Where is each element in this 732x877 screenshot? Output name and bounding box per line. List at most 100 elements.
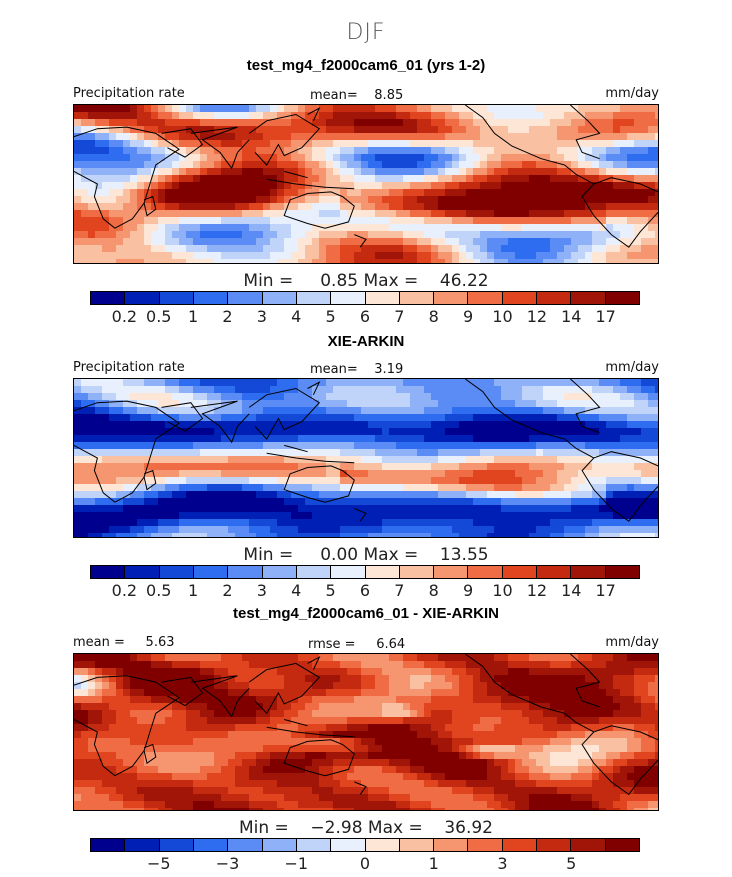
- field-cell: [109, 477, 117, 485]
- field-cell: [641, 442, 649, 450]
- field-cell: [557, 512, 565, 520]
- field-cell: [480, 533, 488, 537]
- field-cell: [368, 189, 376, 197]
- field-cell: [564, 442, 572, 450]
- field-cell: [452, 112, 460, 120]
- field-cell: [326, 161, 334, 169]
- field-cell: [515, 217, 523, 225]
- field-cell: [137, 456, 145, 464]
- field-cell: [130, 484, 138, 492]
- field-cell: [536, 661, 544, 669]
- field-cell: [88, 449, 96, 457]
- field-cell: [249, 168, 257, 176]
- field-cell: [487, 259, 495, 263]
- field-cell: [522, 140, 530, 148]
- field-cell: [361, 498, 369, 506]
- field-cell: [361, 696, 369, 704]
- field-cell: [305, 217, 313, 225]
- field-cell: [242, 724, 250, 732]
- field-cell: [179, 710, 187, 718]
- field-cell: [452, 245, 460, 253]
- field-cell: [312, 498, 320, 506]
- field-cell: [270, 731, 278, 739]
- field-cell: [543, 407, 551, 415]
- field-cell: [102, 717, 110, 725]
- field-cell: [144, 203, 152, 211]
- field-cell: [522, 259, 530, 263]
- field-cell: [263, 189, 271, 197]
- field-cell: [74, 175, 82, 183]
- field-cell: [340, 477, 348, 485]
- field-cell: [186, 224, 194, 232]
- field-cell: [116, 491, 124, 499]
- field-cell: [172, 393, 180, 401]
- field-cell: [207, 710, 215, 718]
- field-cell: [424, 717, 432, 725]
- field-cell: [144, 393, 152, 401]
- field-cell: [312, 519, 320, 527]
- field-cell: [312, 668, 320, 676]
- field-cell: [319, 435, 327, 443]
- field-cell: [424, 133, 432, 141]
- field-cell: [95, 435, 103, 443]
- field-cell: [200, 182, 208, 190]
- colorbar-tick-label: 4: [291, 307, 302, 326]
- field-cell: [459, 421, 467, 429]
- field-cell: [221, 533, 229, 537]
- field-cell: [298, 414, 306, 422]
- field-cell: [165, 703, 173, 711]
- field-cell: [200, 252, 208, 260]
- field-cell: [410, 210, 418, 218]
- field-cell: [179, 703, 187, 711]
- field-cell: [81, 196, 89, 204]
- field-cell: [151, 182, 159, 190]
- field-cell: [550, 689, 558, 697]
- field-cell: [95, 533, 103, 537]
- field-cell: [172, 724, 180, 732]
- field-cell: [501, 245, 509, 253]
- field-cell: [319, 400, 327, 408]
- field-cell: [326, 498, 334, 506]
- field-cell: [424, 210, 432, 218]
- field-cell: [382, 428, 390, 436]
- field-cell: [242, 526, 250, 534]
- field-cell: [522, 484, 530, 492]
- field-cell: [557, 259, 565, 263]
- field-cell: [130, 675, 138, 683]
- field-cell: [536, 210, 544, 218]
- field-cell: [312, 379, 320, 387]
- field-cell: [88, 210, 96, 218]
- field-cell: [102, 689, 110, 697]
- field-cell: [242, 428, 250, 436]
- field-cell: [123, 717, 131, 725]
- field-cell: [438, 147, 446, 155]
- field-cell: [361, 463, 369, 471]
- field-cell: [249, 526, 257, 534]
- field-cell: [137, 689, 145, 697]
- field-cell: [599, 470, 607, 478]
- field-cell: [557, 428, 565, 436]
- field-cell: [585, 512, 593, 520]
- field-cell: [480, 689, 488, 697]
- field-cell: [543, 379, 551, 387]
- field-cell: [326, 119, 334, 127]
- field-cell: [186, 105, 194, 113]
- field-cell: [144, 126, 152, 134]
- field-cell: [354, 654, 362, 662]
- field-cell: [585, 484, 593, 492]
- field-cell: [186, 393, 194, 401]
- field-cell: [606, 682, 614, 690]
- field-cell: [340, 498, 348, 506]
- field-cell: [256, 168, 264, 176]
- colorbar-tick-label: 3: [256, 581, 267, 600]
- field-cell: [186, 498, 194, 506]
- field-cell: [424, 154, 432, 162]
- field-cell: [95, 675, 103, 683]
- field-cell: [333, 147, 341, 155]
- field-cell: [480, 505, 488, 513]
- field-cell: [550, 231, 558, 239]
- field-cell: [382, 386, 390, 394]
- field-cell: [158, 119, 166, 127]
- field-cell: [95, 147, 103, 155]
- field-cell: [445, 386, 453, 394]
